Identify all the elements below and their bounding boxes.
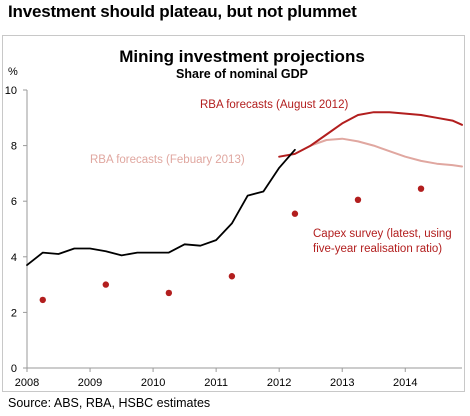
legend-capex-line-2: five-year realisation ratio) [313, 243, 442, 255]
y-tick-label: 6 [11, 196, 17, 208]
series-line-rba_aug_2012 [278, 111, 463, 158]
x-tick-label: 2008 [15, 377, 39, 389]
x-tick-label: 2009 [78, 377, 102, 389]
y-tick-labels: 0 2 4 6 8 10 [5, 85, 17, 375]
x-tick-label: 2012 [267, 377, 291, 389]
capex-point [165, 289, 173, 297]
y-tick-label: 4 [11, 252, 17, 264]
x-tick-label: 2010 [141, 377, 165, 389]
legend-capex-line-1: Capex survey (latest, using [313, 228, 452, 240]
y-tick-label: 10 [5, 85, 17, 97]
capex-point [39, 296, 46, 304]
legend-rba-february-2013: RBA forecasts (Febuary 2013) [90, 154, 245, 166]
y-tick-label: 8 [11, 141, 17, 153]
x-tick-labels: 2008 2009 2010 2011 2012 2013 2014 [15, 377, 418, 389]
chart-title: Mining investment projections [119, 47, 365, 66]
y-tick-label: 2 [11, 307, 17, 319]
capex-point [417, 185, 425, 192]
capex-point [102, 281, 110, 288]
series-layer [26, 111, 463, 304]
x-tick-label: 2011 [204, 377, 228, 389]
headline: Investment should plateau, but not plumm… [8, 2, 357, 21]
y-tick-label: 0 [11, 363, 17, 375]
x-tick-label: 2013 [330, 377, 354, 389]
series-line-rba_feb_2013 [309, 137, 463, 168]
chart-frame [2, 35, 465, 392]
chart-subtitle: Share of nominal GDP [176, 67, 308, 81]
capex-point [228, 273, 236, 280]
axes [23, 89, 462, 372]
capex-point [354, 196, 362, 204]
series-line-actual [26, 148, 296, 266]
legend-rba-august-2012: RBA forecasts (August 2012) [200, 99, 348, 111]
x-tick-label: 2014 [393, 377, 417, 389]
capex-point [291, 210, 299, 217]
y-axis-unit: % [8, 66, 18, 78]
source-note: Source: ABS, RBA, HSBC estimates [8, 396, 211, 410]
